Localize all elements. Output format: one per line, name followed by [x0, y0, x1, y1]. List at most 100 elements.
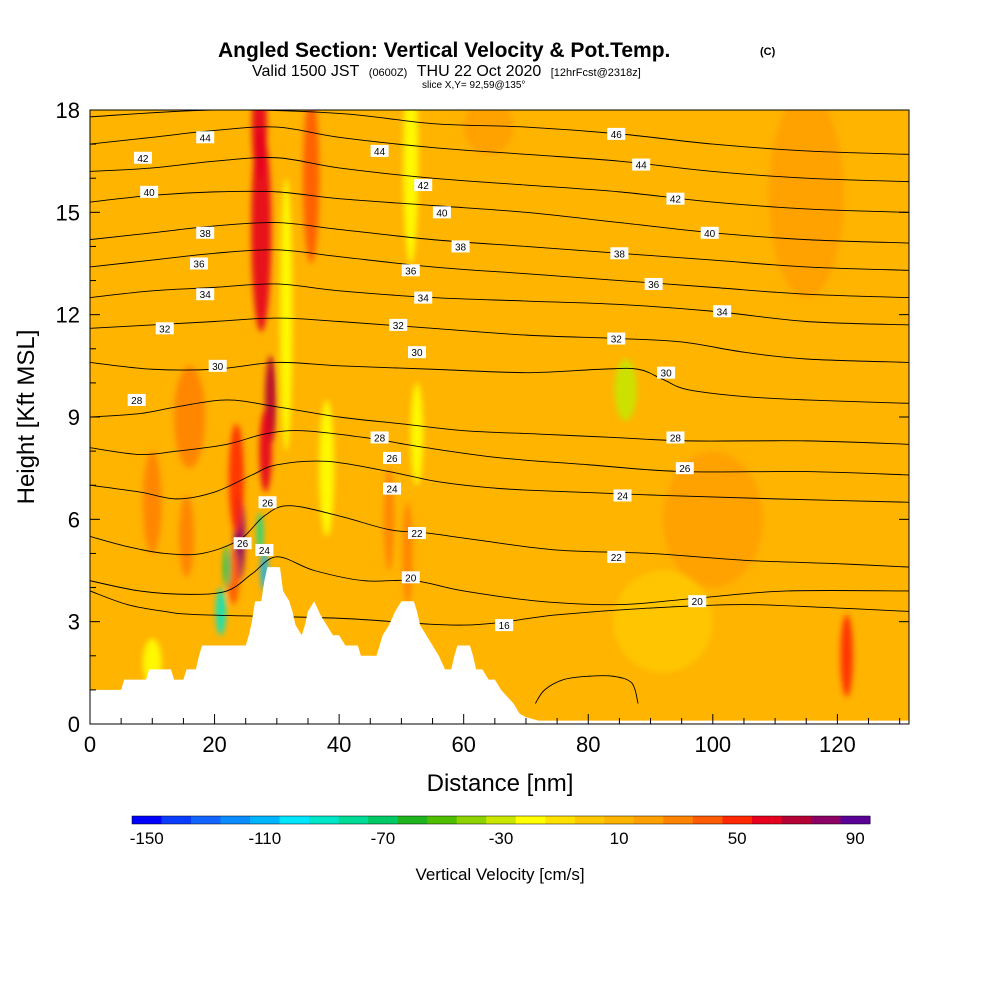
contour-label-38: 44 — [632, 158, 651, 172]
contour-label-23: 26 — [233, 537, 252, 550]
contour-label-20: 22 — [407, 526, 426, 540]
chart-title: Angled Section: Vertical Velocity & Pot.… — [218, 39, 670, 62]
contour-label-14: 34 — [414, 291, 433, 305]
x-tick-label-80: 80 — [576, 732, 600, 757]
isentrope-32 — [90, 317, 909, 363]
contour-label-0: 44 — [196, 131, 215, 144]
velocity-cell-24 — [463, 110, 514, 155]
velocity-cell-0 — [251, 127, 272, 332]
svg-text:30: 30 — [411, 348, 423, 359]
contour-label-36: 40 — [700, 226, 719, 240]
svg-text:36: 36 — [193, 260, 205, 271]
colorbar-swatch-18 — [663, 816, 694, 824]
y-tick-label-18: 18 — [56, 98, 80, 123]
subtitle-valid-time: Valid 1500 JST — [252, 63, 360, 80]
contour-label-8: 28 — [127, 393, 146, 407]
contour-label-32: 32 — [607, 332, 626, 346]
contour-label-19: 24 — [383, 482, 402, 496]
colorbar — [131, 815, 871, 825]
contour-label-25: 16 — [495, 619, 514, 632]
slice-info: slice X,Y= 92,59@135° — [422, 80, 525, 91]
contour-label-6: 32 — [155, 322, 174, 335]
svg-text:44: 44 — [374, 147, 386, 158]
contour-label-31: 30 — [657, 366, 676, 380]
svg-text:28: 28 — [670, 433, 682, 444]
svg-text:32: 32 — [611, 335, 623, 346]
contour-label-28: 24 — [613, 489, 632, 502]
colorbar-swatch-15 — [574, 816, 605, 824]
isentrope-34 — [90, 283, 909, 326]
svg-text:26: 26 — [679, 464, 691, 475]
contour-label-24: 24 — [255, 544, 274, 557]
svg-text:40: 40 — [704, 229, 716, 240]
x-axis: 0 20 40 60 80 100 120 — [84, 714, 901, 757]
svg-text:22: 22 — [411, 529, 423, 540]
svg-text:40: 40 — [144, 188, 156, 199]
x-tick-label-20: 20 — [202, 732, 226, 757]
subtitle-date: THU 22 Oct 2020 — [417, 63, 542, 80]
svg-text:42: 42 — [137, 154, 149, 165]
colorbar-swatch-22 — [781, 816, 812, 824]
contour-label-27: 22 — [607, 550, 626, 564]
isentrope-24 — [90, 460, 909, 503]
colorbar-frame — [131, 815, 871, 825]
y-tick-label-3: 3 — [68, 610, 80, 635]
contour-label-15: 32 — [389, 318, 408, 332]
contour-label-30: 28 — [666, 431, 685, 444]
colorbar-swatch-16 — [604, 816, 635, 824]
velocity-cell-25 — [768, 110, 844, 298]
colorbar-swatch-3 — [220, 816, 251, 824]
colorbar-swatch-19 — [692, 816, 723, 824]
contour-label-7: 30 — [208, 359, 227, 373]
svg-text:42: 42 — [418, 181, 430, 192]
svg-text:36: 36 — [648, 280, 660, 291]
colorbar-swatch-0 — [132, 816, 163, 824]
isentrope-contours — [90, 110, 909, 704]
velocity-cell-18 — [319, 399, 335, 537]
svg-text:32: 32 — [159, 324, 171, 335]
isentrope-42 — [90, 157, 909, 213]
contour-label-35: 38 — [610, 247, 629, 260]
colorbar-swatch-8 — [368, 816, 399, 824]
colorbar-label: Vertical Velocity [cm/s] — [415, 865, 584, 884]
svg-text:36: 36 — [405, 266, 417, 277]
velocity-cell-27 — [613, 570, 713, 673]
colorbar-swatch-20 — [722, 816, 753, 824]
contour-label-2: 40 — [140, 185, 159, 199]
contour-labels: 4442403836343230284442403836343230282624… — [127, 127, 732, 632]
velocity-cell-15 — [402, 502, 413, 605]
svg-text:30: 30 — [212, 362, 224, 373]
velocity-cell-10 — [256, 512, 264, 554]
colorbar-swatch-23 — [810, 816, 841, 824]
colorbar-swatch-24 — [840, 816, 871, 824]
colorbar-swatch-12 — [486, 816, 517, 824]
svg-text:16: 16 — [499, 621, 511, 632]
contour-label-33: 34 — [713, 305, 732, 318]
velocity-cell-21 — [614, 359, 637, 421]
x-tick-label-100: 100 — [694, 732, 731, 757]
velocity-cell-13 — [142, 451, 162, 554]
contour-label-3: 38 — [196, 226, 215, 240]
colorbar-swatch-7 — [338, 816, 369, 824]
colorbar-tick-50: 50 — [728, 829, 747, 848]
colorbar-swatch-17 — [633, 816, 664, 824]
colorbar-swatch-13 — [515, 816, 546, 824]
colorbar-tick--30: -30 — [489, 829, 514, 848]
colorbar-swatch-2 — [191, 816, 222, 824]
colorbar-swatch-4 — [250, 816, 281, 824]
svg-text:38: 38 — [614, 249, 626, 260]
x-tick-label-120: 120 — [819, 732, 856, 757]
plot-area: 4442403836343230284442403836343230282624… — [90, 110, 909, 724]
contour-label-5: 34 — [196, 288, 215, 301]
contour-label-22: 26 — [258, 496, 277, 509]
contour-label-10: 42 — [414, 179, 433, 192]
velocity-cell-11 — [303, 110, 320, 264]
colorbar-ticks: -150 -110 -70 -30 10 50 90 — [130, 829, 865, 848]
isentrope-46 — [90, 110, 909, 155]
velocity-cell-17 — [410, 382, 424, 486]
contour-label-16: 30 — [407, 346, 426, 359]
isentrope-22 — [90, 505, 909, 568]
svg-text:34: 34 — [418, 294, 430, 305]
